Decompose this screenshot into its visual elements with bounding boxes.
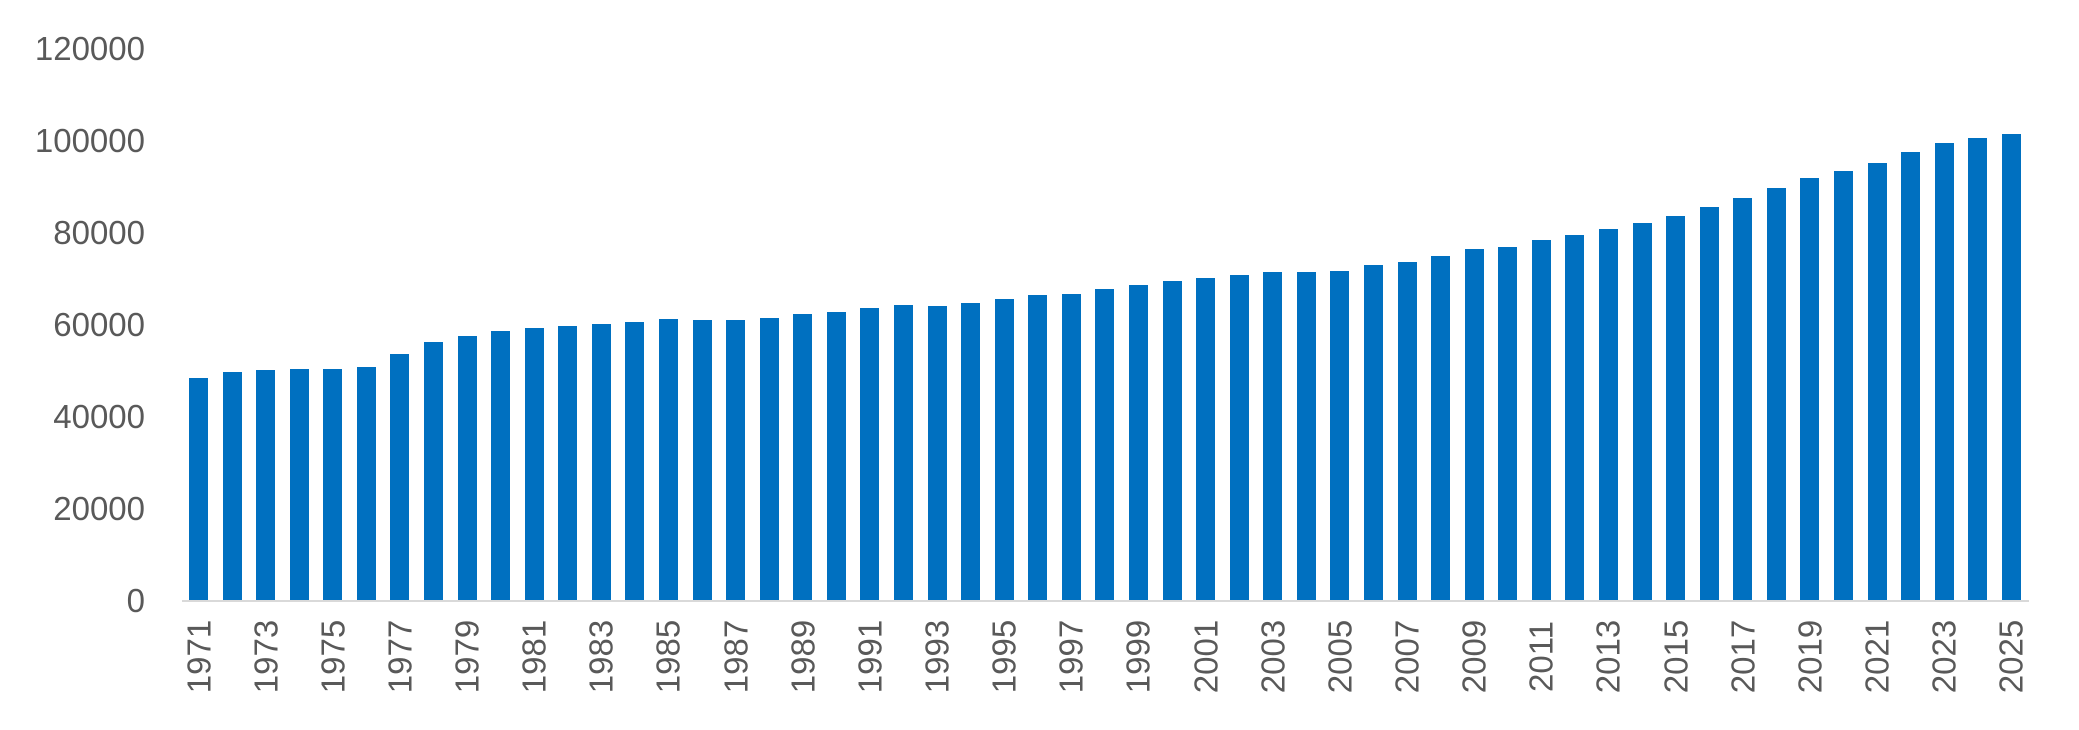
bar-2009 <box>1464 249 1484 600</box>
bar-1999 <box>1128 284 1148 600</box>
bar-2017 <box>1733 197 1753 600</box>
x-tick-label-1983: 1983 <box>582 619 620 693</box>
x-tick-label-1993: 1993 <box>918 619 956 693</box>
bar-1987 <box>726 319 746 600</box>
bar-1989 <box>793 314 813 600</box>
bar-1984 <box>625 322 645 600</box>
bar-1971 <box>189 378 208 600</box>
bar-2013 <box>1598 228 1618 600</box>
x-tick-label-2005: 2005 <box>1321 619 1359 693</box>
bar-1985 <box>658 319 678 600</box>
bar-2002 <box>1229 274 1249 600</box>
bar-1975 <box>323 369 343 600</box>
x-tick-label-2021: 2021 <box>1858 619 1896 693</box>
bar-1973 <box>256 370 276 600</box>
x-tick-label-2003: 2003 <box>1254 619 1292 693</box>
bar-1981 <box>524 328 544 600</box>
bar-2019 <box>1800 177 1820 600</box>
x-axis-line <box>182 600 2029 602</box>
y-tick-label-120000: 120000 <box>34 29 145 67</box>
x-tick-label-1997: 1997 <box>1052 619 1090 693</box>
x-tick-label-1979: 1979 <box>448 619 486 693</box>
y-tick-label-100000: 100000 <box>34 121 145 159</box>
bar-2010 <box>1498 247 1518 600</box>
bar-2008 <box>1431 255 1451 600</box>
bar-1995 <box>994 298 1014 600</box>
bar-1980 <box>491 330 511 600</box>
bar-2003 <box>1263 272 1283 600</box>
x-tick-label-1975: 1975 <box>314 619 352 693</box>
bar-2015 <box>1666 215 1686 600</box>
bar-2000 <box>1162 280 1182 600</box>
bar-2024 <box>1968 138 1988 600</box>
x-tick-label-2001: 2001 <box>1187 619 1225 693</box>
bar-1982 <box>558 325 578 600</box>
x-tick-label-1999: 1999 <box>1119 619 1157 693</box>
bar-2007 <box>1397 262 1417 600</box>
bar-2011 <box>1531 240 1551 600</box>
bar-2012 <box>1565 234 1585 600</box>
bar-1979 <box>457 335 477 600</box>
bar-2016 <box>1699 207 1719 600</box>
bar-1977 <box>390 354 410 600</box>
x-tick-label-1995: 1995 <box>985 619 1023 693</box>
x-tick-label-1985: 1985 <box>649 619 687 693</box>
bar-2023 <box>1934 142 1954 600</box>
x-tick-label-1971: 1971 <box>180 619 217 693</box>
y-tick-label-20000: 20000 <box>53 489 145 527</box>
bar-1986 <box>692 319 712 600</box>
x-tick-label-2023: 2023 <box>1925 619 1963 693</box>
bar-2018 <box>1766 187 1786 600</box>
y-tick-label-60000: 60000 <box>53 305 145 343</box>
bar-1974 <box>289 368 309 600</box>
bar-1994 <box>961 302 981 600</box>
x-tick-label-1991: 1991 <box>851 619 889 693</box>
bar-1993 <box>927 306 947 600</box>
bar-1992 <box>893 304 913 600</box>
bar-1988 <box>759 318 779 600</box>
bar-1996 <box>1028 295 1048 600</box>
bar-1991 <box>860 307 880 600</box>
bar-1998 <box>1095 289 1115 600</box>
bar-1983 <box>591 324 611 600</box>
bar-1978 <box>423 342 443 600</box>
bar-1972 <box>222 371 242 600</box>
x-tick-label-2019: 2019 <box>1791 619 1829 693</box>
x-tick-label-2025: 2025 <box>1992 619 2030 693</box>
bar-2014 <box>1632 222 1652 600</box>
y-tick-label-40000: 40000 <box>53 397 145 435</box>
bar-2006 <box>1363 265 1383 600</box>
x-tick-label-2017: 2017 <box>1724 619 1762 693</box>
bar-1976 <box>356 366 376 600</box>
bar-2021 <box>1867 163 1887 600</box>
bar-2020 <box>1833 170 1853 600</box>
x-tick-label-2015: 2015 <box>1657 619 1695 693</box>
bar-2022 <box>1901 151 1921 600</box>
bar-2025 <box>2001 134 2021 600</box>
x-tick-label-2007: 2007 <box>1388 619 1426 693</box>
bar-1997 <box>1061 294 1081 600</box>
bar-2005 <box>1330 271 1350 600</box>
x-tick-label-2013: 2013 <box>1589 619 1627 693</box>
x-tick-label-1977: 1977 <box>381 619 419 693</box>
y-tick-label-0: 0 <box>126 581 145 619</box>
x-tick-label-1989: 1989 <box>784 619 822 693</box>
bar-2001 <box>1196 277 1216 600</box>
x-tick-label-1987: 1987 <box>717 619 755 693</box>
x-tick-label-2009: 2009 <box>1455 619 1493 693</box>
x-tick-label-1981: 1981 <box>515 619 553 693</box>
x-tick-label-1973: 1973 <box>247 619 285 693</box>
bar-1990 <box>826 311 846 600</box>
y-tick-label-80000: 80000 <box>53 213 145 251</box>
bar-2004 <box>1296 272 1316 600</box>
x-tick-label-2011: 2011 <box>1522 620 1560 692</box>
